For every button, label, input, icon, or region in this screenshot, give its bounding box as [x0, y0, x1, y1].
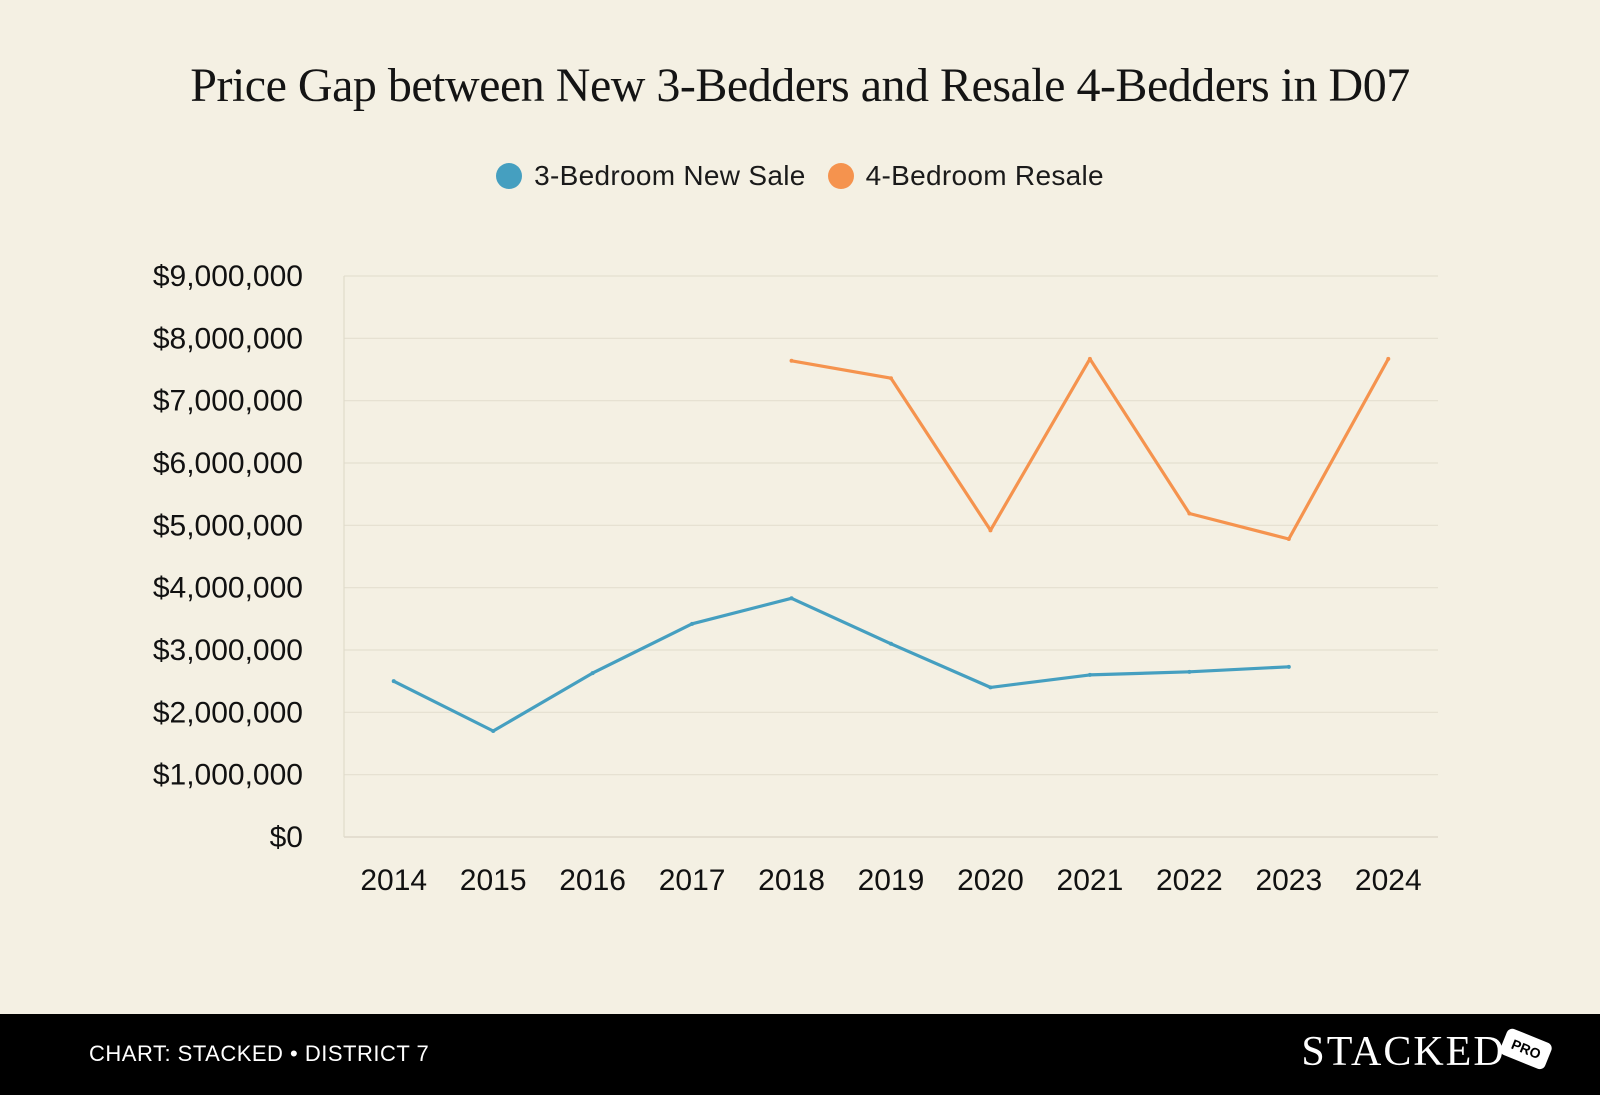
data-point	[988, 528, 993, 533]
y-tick-label: $7,000,000	[153, 385, 303, 418]
y-tick-label: $1,000,000	[153, 759, 303, 792]
x-tick-label: 2020	[957, 864, 1024, 897]
brand-wordmark: STACKED	[1301, 1029, 1506, 1075]
y-tick-label: $3,000,000	[153, 634, 303, 667]
legend-item-3-bedroom-new-sale[interactable]: 3-Bedroom New Sale	[496, 160, 806, 192]
data-point	[690, 621, 695, 626]
data-point	[889, 376, 893, 381]
x-tick-label: 2018	[758, 864, 825, 897]
data-point	[1286, 664, 1291, 669]
legend-label-4-bedroom-resale: 4-Bedroom Resale	[865, 160, 1104, 191]
x-tick-label: 2016	[559, 864, 626, 897]
series-line-0	[392, 596, 1291, 733]
data-point	[889, 641, 893, 646]
data-point	[1187, 511, 1192, 516]
data-point	[1286, 537, 1291, 542]
pro-badge: PRO	[1498, 1026, 1554, 1072]
data-point	[1187, 669, 1192, 674]
y-tick-label: $6,000,000	[153, 447, 303, 480]
x-tick-label: 2021	[1057, 864, 1124, 897]
data-point	[789, 358, 794, 363]
data-point	[590, 671, 595, 676]
x-tick-label: 2023	[1255, 864, 1322, 897]
data-point	[789, 596, 794, 601]
legend-swatch-4-bedroom-resale	[827, 163, 854, 189]
x-tick-label: 2015	[460, 864, 527, 897]
chart-credit: CHART: STACKED • DISTRICT 7	[89, 1041, 430, 1066]
x-tick-label: 2019	[858, 864, 925, 897]
y-tick-label: $9,000,000	[153, 260, 303, 293]
x-tick-label: 2024	[1355, 864, 1422, 897]
x-tick-label: 2014	[360, 864, 427, 897]
y-tick-label: $5,000,000	[153, 509, 303, 542]
y-tick-label: $2,000,000	[153, 696, 303, 729]
data-point	[1087, 672, 1092, 677]
y-tick-label: $4,000,000	[153, 572, 303, 605]
data-point	[1386, 356, 1391, 361]
legend-item-4-bedroom-resale[interactable]: 4-Bedroom Resale	[827, 160, 1104, 192]
data-point	[491, 729, 496, 734]
x-tick-label: 2022	[1156, 864, 1223, 897]
footer: CHART: STACKED • DISTRICT 7 STACKED PRO	[0, 1014, 1600, 1095]
data-point	[1087, 356, 1092, 361]
y-tick-label: $0	[270, 821, 303, 854]
legend: 3-Bedroom New Sale 4-Bedroom Resale	[0, 160, 1600, 192]
data-point	[391, 679, 396, 684]
legend-swatch-3-bedroom-new-sale	[496, 163, 523, 189]
stacked-pro-logo[interactable]: STACKED PRO	[1301, 1026, 1554, 1076]
legend-label-3-bedroom-new-sale: 3-Bedroom New Sale	[534, 160, 806, 191]
y-tick-label: $8,000,000	[153, 322, 303, 355]
chart-title: Price Gap between New 3-Bedders and Resa…	[190, 59, 1410, 112]
series-line-1	[789, 357, 1390, 541]
line-chart: $0 $1,000,000 $2,000,000 $3,000,000 $4,000,0…	[153, 260, 1438, 897]
data-point	[988, 685, 993, 690]
x-tick-label: 2017	[659, 864, 726, 897]
